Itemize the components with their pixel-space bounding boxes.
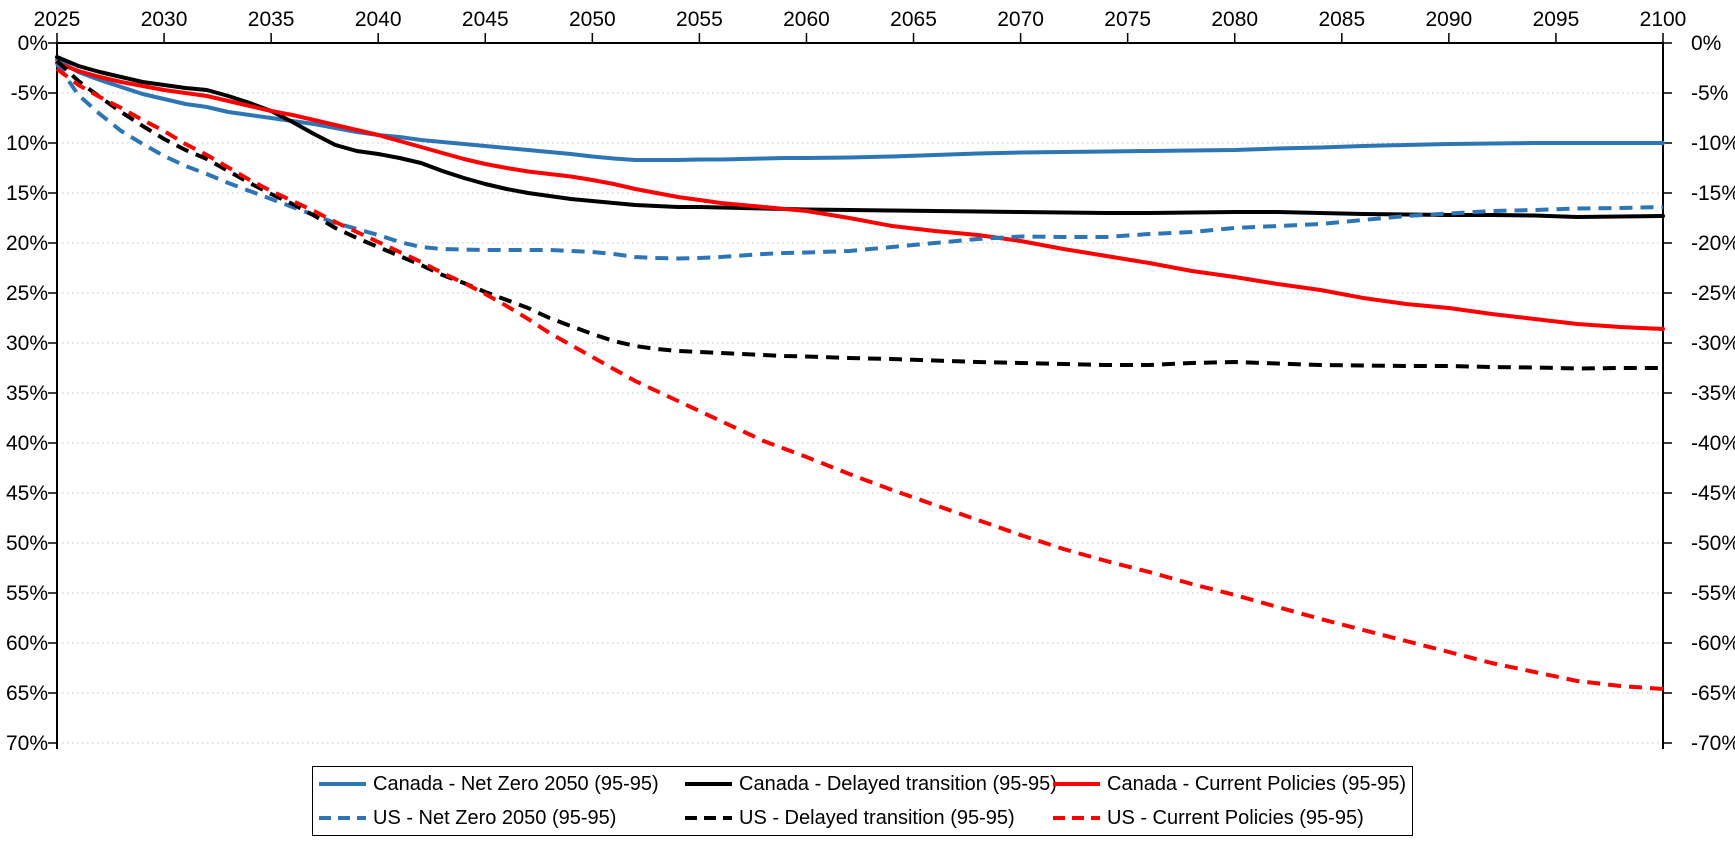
legend-line-sample-dashed bbox=[1053, 816, 1100, 820]
y-axis-label-right: -55% bbox=[1691, 582, 1735, 605]
x-axis-label: 2025 bbox=[34, 8, 81, 31]
series-line-us-net-zero-2050-95-95- bbox=[55, 62, 1664, 261]
legend-item: US - Net Zero 2050 (95-95) bbox=[313, 808, 679, 828]
y-axis-label-right: -25% bbox=[1691, 282, 1735, 305]
y-axis-label-left: 40% bbox=[6, 432, 48, 455]
legend: Canada - Net Zero 2050 (95-95) Canada - D… bbox=[312, 766, 1413, 836]
x-axis-label: 2090 bbox=[1426, 8, 1473, 31]
y-axis-label-left: 30% bbox=[6, 332, 48, 355]
x-axis-label: 2080 bbox=[1211, 8, 1258, 31]
x-axis-label: 2055 bbox=[676, 8, 723, 31]
y-axis-label-left: 45% bbox=[6, 482, 48, 505]
legend-line-sample-solid bbox=[685, 782, 732, 786]
y-axis-label-left: -5% bbox=[11, 82, 48, 105]
x-axis-label: 2085 bbox=[1318, 8, 1365, 31]
y-axis-label-left: 0% bbox=[18, 32, 48, 55]
x-axis-label: 2030 bbox=[141, 8, 188, 31]
legend-item-label: Canada - Delayed transition (95-95) bbox=[739, 773, 1057, 795]
x-axis-label: 2100 bbox=[1640, 8, 1687, 31]
series-line-canada-delayed-transition-95-95- bbox=[55, 55, 1665, 219]
series-line-canada-current-policies-95-95- bbox=[55, 61, 1665, 331]
legend-item: Canada - Delayed transition (95-95) bbox=[679, 774, 1057, 794]
x-axis-label: 2045 bbox=[462, 8, 509, 31]
y-axis-label-right: -35% bbox=[1691, 382, 1735, 405]
y-axis-label-left: 10% bbox=[6, 132, 48, 155]
y-axis-label-left: 50% bbox=[6, 532, 48, 555]
legend-item: Canada - Current Policies (95-95) bbox=[1047, 774, 1412, 794]
series-line-us-delayed-transition-95-95- bbox=[55, 59, 1663, 371]
y-axis-label-right: -50% bbox=[1691, 532, 1735, 555]
y-axis-label-left: 25% bbox=[6, 282, 48, 305]
series-line-canada-net-zero-2050-95-95- bbox=[55, 58, 1665, 162]
legend-item-label: Canada - Current Policies (95-95) bbox=[1107, 773, 1407, 795]
legend-item: Canada - Net Zero 2050 (95-95) bbox=[313, 774, 679, 794]
x-axis-label: 2075 bbox=[1104, 8, 1151, 31]
y-axis-label-right: -70% bbox=[1691, 732, 1735, 755]
x-axis-label: 2035 bbox=[248, 8, 295, 31]
y-axis-label-right: -15% bbox=[1691, 182, 1735, 205]
y-axis-label-left: 55% bbox=[6, 582, 48, 605]
y-axis-label-right: -65% bbox=[1691, 682, 1735, 705]
legend-item-label: US - Delayed transition (95-95) bbox=[739, 807, 1015, 829]
x-axis-label: 2050 bbox=[569, 8, 616, 31]
y-axis-label-right: -10% bbox=[1691, 132, 1735, 155]
y-axis-label-left: 60% bbox=[6, 632, 48, 655]
legend-item-label: Canada - Net Zero 2050 (95-95) bbox=[373, 773, 659, 795]
x-axis-label: 2065 bbox=[890, 8, 937, 31]
y-axis-label-left: 35% bbox=[6, 382, 48, 405]
y-axis-label-right: -60% bbox=[1691, 632, 1735, 655]
legend-item-label: US - Current Policies (95-95) bbox=[1107, 807, 1364, 829]
y-axis-label-left: 15% bbox=[6, 182, 48, 205]
y-axis-label-right: -30% bbox=[1691, 332, 1735, 355]
x-axis-label: 2070 bbox=[997, 8, 1044, 31]
y-axis-label-right: -20% bbox=[1691, 232, 1735, 255]
y-axis-label-right: -45% bbox=[1691, 482, 1735, 505]
y-axis-label-left: 65% bbox=[6, 682, 48, 705]
x-axis-label: 2060 bbox=[783, 8, 830, 31]
legend-line-sample-dashed bbox=[319, 816, 366, 820]
legend-line-sample-solid bbox=[1053, 782, 1100, 786]
y-axis-label-right: 0% bbox=[1691, 32, 1721, 55]
x-axis-label: 2095 bbox=[1533, 8, 1580, 31]
y-axis-label-right: -40% bbox=[1691, 432, 1735, 455]
legend-item: US - Delayed transition (95-95) bbox=[679, 808, 1047, 828]
y-axis-label-right: -5% bbox=[1691, 82, 1728, 105]
legend-line-sample-dashed bbox=[685, 816, 732, 820]
legend-item: US - Current Policies (95-95) bbox=[1047, 808, 1412, 828]
y-axis-label-left: 70% bbox=[6, 732, 48, 755]
legend-line-sample-solid bbox=[319, 782, 366, 786]
y-axis-label-left: 20% bbox=[6, 232, 48, 255]
legend-item-label: US - Net Zero 2050 (95-95) bbox=[373, 807, 617, 829]
series-line-us-current-policies-95-95- bbox=[55, 67, 1664, 691]
x-axis-label: 2040 bbox=[355, 8, 402, 31]
